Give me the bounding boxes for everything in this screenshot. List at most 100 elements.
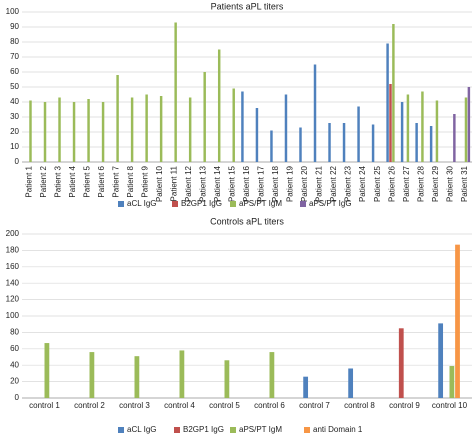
bar bbox=[116, 75, 119, 162]
x-tick-label: control 2 bbox=[74, 401, 105, 410]
y-tick-label: 0 bbox=[15, 157, 20, 166]
y-tick-label: 50 bbox=[10, 82, 19, 91]
bar bbox=[101, 102, 105, 162]
x-tick-label: Patient 23 bbox=[344, 165, 353, 202]
bar bbox=[455, 244, 460, 398]
x-tick-label: Patient 20 bbox=[300, 165, 309, 202]
bar bbox=[44, 343, 50, 398]
legend-label: aCL IgG bbox=[127, 199, 157, 208]
legend-label: anti Domain 1 bbox=[313, 425, 363, 434]
bar bbox=[421, 91, 424, 162]
x-tick-label: Patient 25 bbox=[373, 165, 382, 202]
x-tick-label: Patient 24 bbox=[358, 165, 367, 202]
bar bbox=[269, 352, 275, 398]
x-tick-label: Patient 1 bbox=[24, 165, 33, 197]
x-tick-label: control 4 bbox=[164, 401, 195, 410]
x-tick-label: Patient 7 bbox=[111, 165, 120, 197]
bar bbox=[453, 114, 456, 162]
y-tick-label: 80 bbox=[10, 328, 19, 337]
x-tick-label: Patient 4 bbox=[68, 165, 77, 197]
x-tick-label: Patient 27 bbox=[402, 165, 411, 202]
legend-swatch bbox=[300, 201, 306, 207]
x-tick-label: control 10 bbox=[432, 401, 468, 410]
bar bbox=[232, 88, 235, 162]
y-tick-label: 40 bbox=[10, 97, 19, 106]
bar bbox=[328, 123, 331, 162]
x-tick-label: Patient 3 bbox=[53, 165, 62, 197]
legend-label: aPS/PT IgM bbox=[239, 199, 282, 208]
legend-label: aPS/PT IgG bbox=[309, 199, 352, 208]
x-tick-label: Patient 26 bbox=[387, 165, 396, 202]
legend-swatch bbox=[172, 201, 178, 207]
x-tick-label: Patient 8 bbox=[126, 165, 135, 197]
bar bbox=[72, 102, 76, 162]
bar bbox=[241, 91, 244, 162]
bar bbox=[438, 323, 444, 398]
bar bbox=[203, 72, 206, 162]
legend-swatch bbox=[118, 427, 124, 433]
x-tick-label: control 6 bbox=[254, 401, 285, 410]
x-tick-label: Patient 16 bbox=[242, 165, 251, 202]
bar bbox=[371, 124, 375, 162]
y-tick-label: 20 bbox=[10, 377, 19, 386]
legend-swatch bbox=[304, 427, 310, 433]
y-tick-label: 60 bbox=[10, 344, 19, 353]
bar bbox=[398, 328, 404, 398]
x-tick-label: Patient 29 bbox=[431, 165, 440, 202]
bar bbox=[130, 97, 134, 162]
x-tick-label: Patient 6 bbox=[97, 165, 106, 197]
bar bbox=[43, 102, 47, 162]
bar bbox=[87, 99, 90, 162]
x-tick-label: Patient 14 bbox=[213, 165, 222, 202]
y-tick-label: 140 bbox=[6, 278, 20, 287]
bar bbox=[29, 100, 32, 162]
bar bbox=[217, 49, 221, 162]
bar bbox=[449, 366, 455, 398]
bar bbox=[389, 84, 392, 162]
x-tick-label: Patient 15 bbox=[228, 165, 237, 202]
y-tick-label: 0 bbox=[15, 393, 20, 402]
x-tick-label: Patient 12 bbox=[184, 165, 193, 202]
bar bbox=[357, 106, 360, 162]
x-tick-label: Patient 17 bbox=[257, 165, 266, 202]
bar bbox=[303, 376, 309, 398]
x-tick-label: control 8 bbox=[344, 401, 375, 410]
x-tick-label: control 7 bbox=[299, 401, 330, 410]
bar bbox=[392, 24, 395, 162]
y-tick-label: 120 bbox=[6, 295, 20, 304]
bar bbox=[313, 64, 317, 162]
y-tick-label: 30 bbox=[10, 112, 19, 121]
bar bbox=[284, 94, 288, 162]
legend-swatch bbox=[174, 427, 180, 433]
bar bbox=[386, 43, 389, 162]
legend-label: B2GP1 IgG bbox=[181, 199, 222, 208]
x-tick-label: Patient 13 bbox=[199, 165, 208, 202]
y-tick-label: 40 bbox=[10, 360, 19, 369]
bar bbox=[429, 126, 433, 162]
x-tick-label: control 9 bbox=[389, 401, 420, 410]
y-tick-label: 160 bbox=[6, 262, 20, 271]
x-tick-label: Patient 28 bbox=[416, 165, 425, 202]
x-tick-label: Patient 30 bbox=[445, 165, 454, 202]
chart-title: Patients aPL titers bbox=[211, 1, 284, 11]
bar bbox=[174, 22, 177, 162]
bar bbox=[406, 94, 410, 162]
y-tick-label: 200 bbox=[6, 229, 20, 238]
bar bbox=[467, 87, 471, 162]
legend-swatch bbox=[230, 427, 236, 433]
y-tick-label: 10 bbox=[10, 142, 19, 151]
bar bbox=[224, 360, 230, 398]
bar bbox=[342, 123, 346, 162]
y-tick-label: 90 bbox=[10, 22, 19, 31]
bar bbox=[179, 350, 185, 398]
x-tick-label: Patient 10 bbox=[155, 165, 164, 202]
x-tick-label: Patient 22 bbox=[329, 165, 338, 202]
bar bbox=[435, 100, 439, 162]
bar bbox=[159, 96, 163, 162]
legend-label: B2GP1 IgG bbox=[183, 425, 224, 434]
bar bbox=[299, 127, 302, 162]
x-tick-label: Patient 21 bbox=[315, 165, 324, 202]
bar bbox=[415, 123, 418, 162]
y-tick-label: 100 bbox=[6, 7, 20, 16]
